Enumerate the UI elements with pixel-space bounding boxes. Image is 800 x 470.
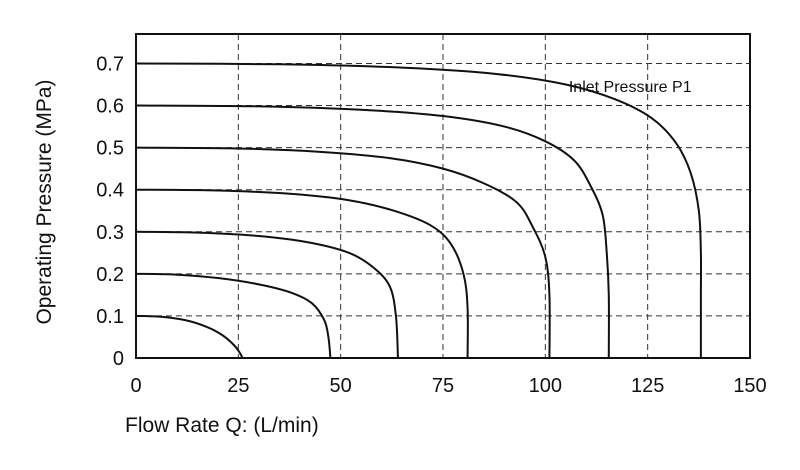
tick-label-layer: 0 25 50 75 100 125 150 0 0.1 0.2 0.3 0.4 0.5 0.6 0.7 — [96, 53, 767, 397]
curve-inlet-0-1-mpa — [135, 314, 244, 359]
curve-layer — [135, 62, 703, 359]
curve-inlet-0-5-mpa — [135, 146, 551, 359]
y-axis-title: Operating Pressure (MPa) — [33, 79, 56, 324]
y-tick-label: 0 — [113, 348, 124, 370]
y-tick-label: 0.4 — [96, 180, 124, 202]
inlet-pressure-annotation: Inlet Pressure P1 — [569, 79, 692, 96]
curve-inlet-0-2-mpa — [135, 272, 332, 359]
y-tick-label: 0.1 — [96, 306, 124, 328]
curve-inlet-0-7-mpa — [135, 62, 703, 358]
y-tick-label: 0.3 — [96, 222, 124, 244]
plot-frame — [135, 33, 751, 359]
x-tick-label: 0 — [130, 375, 141, 397]
curve-inlet-0-4-mpa — [135, 188, 469, 359]
x-tick-label: 100 — [529, 375, 562, 397]
x-tick-label: 25 — [227, 375, 249, 397]
y-tick-label: 0.5 — [96, 138, 124, 160]
x-axis-title: Flow Rate Q: (L/min) — [125, 414, 319, 437]
curve-inlet-0-3-mpa — [135, 230, 399, 359]
x-tick-label: 150 — [733, 375, 766, 397]
y-tick-label: 0.7 — [96, 53, 124, 75]
y-tick-label: 0.2 — [96, 264, 124, 286]
curve-inlet-0-6-mpa — [135, 104, 610, 359]
x-tick-label: 75 — [432, 375, 454, 397]
x-tick-label: 125 — [631, 375, 664, 397]
y-tick-label: 0.6 — [96, 96, 124, 118]
x-tick-label: 50 — [330, 375, 352, 397]
